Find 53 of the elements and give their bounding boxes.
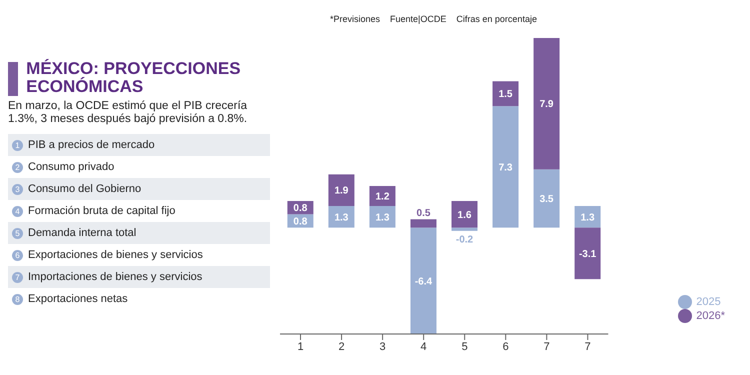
- legend-label: 2025: [696, 296, 721, 308]
- data-label: -0.2: [456, 234, 474, 246]
- bar: [369, 186, 396, 206]
- bar: [534, 169, 560, 228]
- text: 6 Exportaciones de bienes y servicios: [14, 249, 203, 261]
- text: Cifras en porcentaje: [456, 14, 537, 25]
- data-label: 7.3: [498, 162, 513, 174]
- legend-label: 2026*: [696, 310, 725, 322]
- x-tick-label: 5: [462, 340, 468, 353]
- x-tick-label: 3: [380, 340, 386, 353]
- text: MÉXICO: PROYECCIONES ECONÓMICAS: [26, 59, 242, 96]
- text: 5 Demanda interna total: [14, 227, 136, 239]
- data-label: 1.9: [334, 186, 349, 197]
- data-label: 0.5: [416, 208, 431, 219]
- bar: [369, 206, 396, 228]
- data-label: 1.3: [334, 212, 349, 224]
- text: 4 Formación bruta de capital fijo: [14, 205, 176, 217]
- bar: [574, 228, 601, 280]
- text: 2 Consumo privado: [14, 161, 114, 173]
- text: 1 PIB a precios de mercado: [14, 139, 155, 151]
- bar: [534, 38, 560, 170]
- source-note: Fuente|OCDE: [390, 14, 446, 25]
- data-label: 1.2: [375, 191, 390, 202]
- data-label: 3.5: [540, 194, 554, 205]
- bar: [492, 106, 519, 228]
- bar: [410, 219, 436, 228]
- text: 8 Exportaciones netas: [14, 293, 128, 305]
- bar: [574, 206, 601, 228]
- bar: [492, 81, 519, 106]
- data-label: 7.9: [540, 99, 554, 110]
- x-tick-label: 2: [338, 340, 345, 353]
- data-label: 1.3: [375, 212, 390, 224]
- data-label: 1.3: [580, 212, 595, 224]
- text: *Previsiones: [330, 14, 380, 25]
- x-tick-label: 6: [502, 340, 509, 353]
- bar: [452, 228, 478, 231]
- bar: [328, 174, 354, 206]
- text: 7 Importaciones de bienes y servicios: [14, 271, 202, 283]
- text: En marzo, la OCDE estimó que el PIB crecería 1.3%, 3 meses después bajó previsión a 0.8%.: [8, 100, 248, 126]
- bar: [452, 200, 478, 228]
- data-label: 0.8: [293, 216, 308, 228]
- x-tick-label: 4: [420, 340, 427, 353]
- data-label: -6.4: [414, 276, 433, 288]
- x-tick-label: 7: [584, 340, 591, 353]
- x-tick-label: 1: [297, 340, 304, 353]
- data-label: -3.1: [578, 248, 597, 260]
- data-label: 1.5: [498, 89, 513, 100]
- bar: [328, 206, 354, 228]
- data-label: 0.8: [293, 203, 308, 214]
- data-label: 1.6: [458, 210, 472, 221]
- bar: [410, 228, 436, 334]
- x-tick-label: 7: [544, 340, 550, 353]
- text: 3 Consumo del Gobierno: [14, 183, 142, 195]
